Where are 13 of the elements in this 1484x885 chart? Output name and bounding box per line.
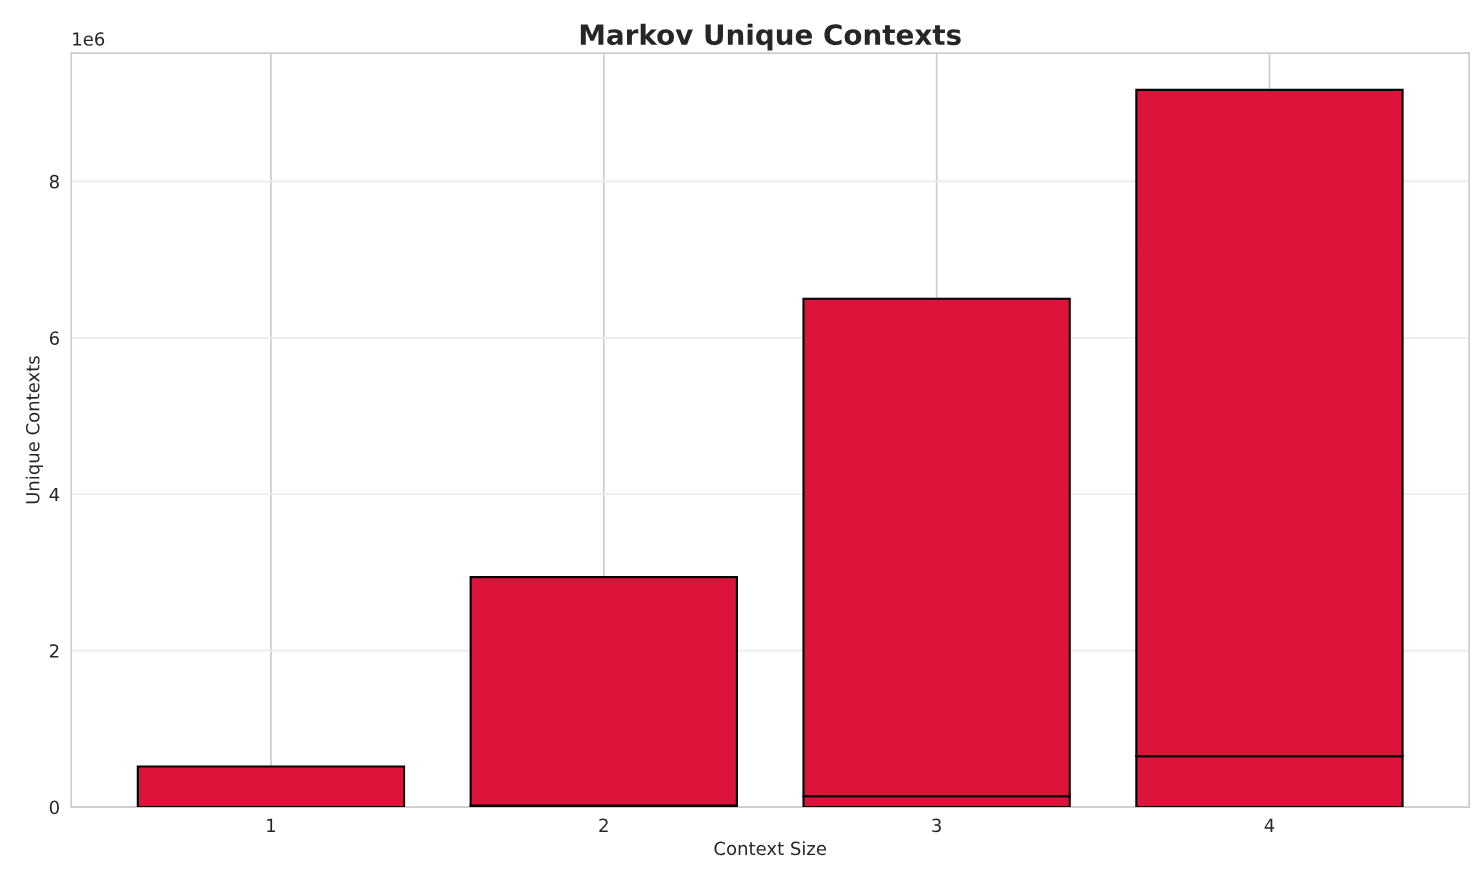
x-tick-label: 1 [267,818,276,832]
y-tick-label: 4 [49,487,60,502]
y-tick-label: 2 [49,644,59,658]
x-tick-label: 3 [932,818,941,833]
y-tick-label: 6 [49,331,59,345]
x-tick-label: 2 [599,818,608,832]
x-tick-label: 4 [1264,818,1275,832]
y-tick-label: 8 [49,174,59,189]
text: 1e6 [73,32,105,46]
x-axis-title: Context Size [714,841,826,856]
y-axis-title: Unique Contexts [25,356,44,504]
y-tick-label: 0 [49,800,59,815]
chart-title: Markov Unique Contexts [580,23,961,51]
